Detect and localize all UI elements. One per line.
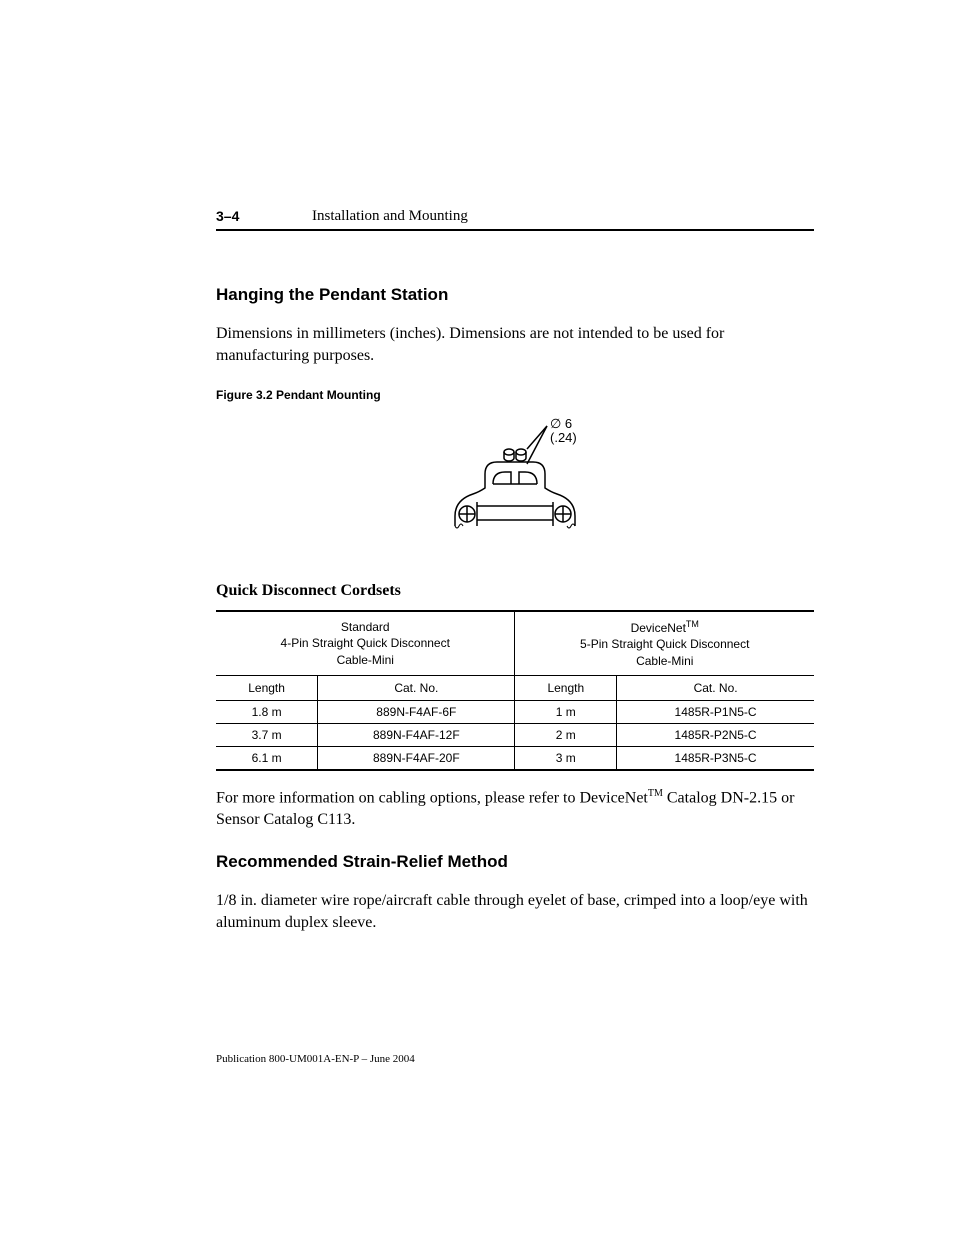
publication-footer: Publication 800-UM001A-EN-P – June 2004: [216, 1053, 415, 1065]
table-row: 3.7 m 889N-F4AF-12F 2 m 1485R-P2N5-C: [216, 723, 814, 746]
cell: 1485R-P2N5-C: [617, 723, 814, 746]
cordset-table: Standard 4-Pin Straight Quick Disconnect…: [216, 610, 814, 771]
group1-l2: 4-Pin Straight Quick Disconnect: [281, 636, 450, 650]
heading-strain-relief: Recommended Strain-Relief Method: [216, 852, 814, 872]
cabling-info-paragraph: For more information on cabling options,…: [216, 787, 814, 831]
cell: 1485R-P3N5-C: [617, 746, 814, 770]
strain-relief-paragraph: 1/8 in. diameter wire rope/aircraft cabl…: [216, 890, 814, 933]
cell: 1 m: [515, 700, 617, 723]
cell: 1.8 m: [216, 700, 318, 723]
table-row: 1.8 m 889N-F4AF-6F 1 m 1485R-P1N5-C: [216, 700, 814, 723]
figure-caption: Figure 3.2 Pendant Mounting: [216, 388, 814, 402]
after-table-tm: TM: [648, 788, 663, 799]
group2-prefix: DeviceNet: [631, 621, 686, 635]
cell: 889N-F4AF-6F: [318, 700, 515, 723]
col1b: Length: [515, 675, 617, 700]
cell: 6.1 m: [216, 746, 318, 770]
group1-l3: Cable-Mini: [337, 653, 394, 667]
cell: 3 m: [515, 746, 617, 770]
table-row: 6.1 m 889N-F4AF-20F 3 m 1485R-P3N5-C: [216, 746, 814, 770]
after-table-prefix: For more information on cabling options,…: [216, 789, 648, 806]
dim-label-in: (.24): [550, 430, 577, 445]
cell: 889N-F4AF-20F: [318, 746, 515, 770]
pendant-mounting-diagram: ∅ 6 (.24): [415, 414, 615, 564]
col2a: Cat. No.: [318, 675, 515, 700]
intro-paragraph: Dimensions in millimeters (inches). Dime…: [216, 323, 814, 366]
cell: 2 m: [515, 723, 617, 746]
section-name: Installation and Mounting: [312, 208, 468, 225]
dim-label-mm: ∅ 6: [550, 416, 572, 431]
cell: 3.7 m: [216, 723, 318, 746]
heading-cordsets: Quick Disconnect Cordsets: [216, 582, 814, 600]
cell: 1485R-P1N5-C: [617, 700, 814, 723]
page-number: 3–4: [216, 208, 312, 225]
running-header: 3–4 Installation and Mounting: [216, 208, 814, 231]
group2-header: DeviceNetTM 5-Pin Straight Quick Disconn…: [515, 611, 814, 675]
col2b: Cat. No.: [617, 675, 814, 700]
group1-header: Standard 4-Pin Straight Quick Disconnect…: [216, 611, 515, 675]
cell: 889N-F4AF-12F: [318, 723, 515, 746]
group2-tm: TM: [686, 619, 699, 629]
page: 3–4 Installation and Mounting Hanging th…: [0, 0, 954, 1235]
group2-l2: 5-Pin Straight Quick Disconnect: [580, 637, 749, 651]
col1a: Length: [216, 675, 318, 700]
group2-l3: Cable-Mini: [636, 654, 693, 668]
figure-pendant-mounting: ∅ 6 (.24): [216, 414, 814, 564]
heading-hanging-pendant: Hanging the Pendant Station: [216, 285, 814, 305]
group1-l1: Standard: [341, 620, 390, 634]
